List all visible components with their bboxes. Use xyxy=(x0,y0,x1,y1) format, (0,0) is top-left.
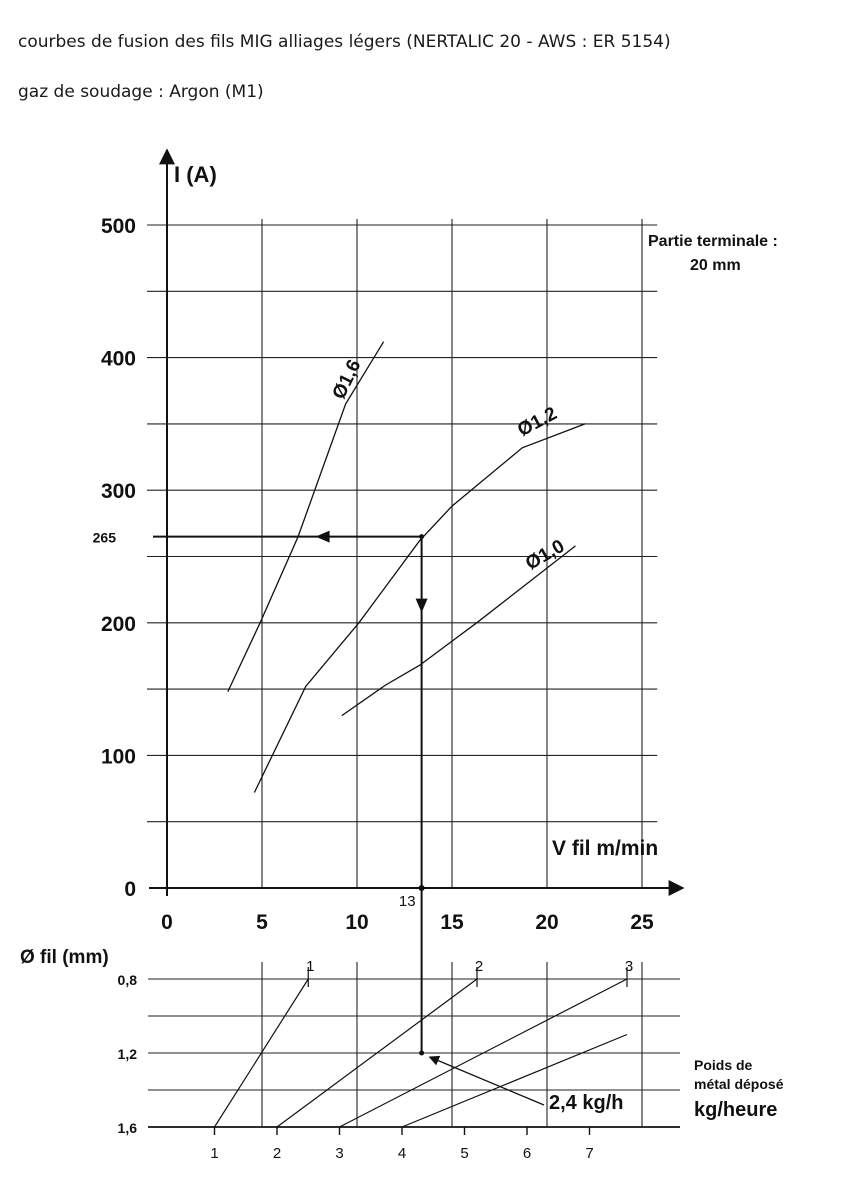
example-speed-label: 13 xyxy=(399,893,416,910)
series-label: 2 xyxy=(475,958,483,975)
x-tick-label: 2 xyxy=(273,1145,281,1162)
x-tick-label: 3 xyxy=(335,1145,343,1162)
x-tick-label: 7 xyxy=(585,1145,593,1162)
y-tick-label: 400 xyxy=(101,348,136,371)
note-text: 20 mm xyxy=(690,257,741,274)
y-tick-label: 1,2 xyxy=(118,1046,138,1062)
example-arrow-down xyxy=(415,598,428,613)
bottom-chart-grid xyxy=(148,962,680,1135)
series-line xyxy=(339,978,628,1128)
y-tick-label: 0 xyxy=(124,878,136,901)
x-tick-label: 25 xyxy=(630,911,654,934)
example-path: 265 13 2,4 kg/h xyxy=(93,530,624,1114)
x-axis-label: métal déposé xyxy=(694,1076,784,1092)
y-tick-label: 300 xyxy=(101,480,136,503)
series-line xyxy=(341,545,576,717)
note-text: Partie terminale : xyxy=(648,233,778,250)
bottom-chart-series xyxy=(213,967,628,1128)
example-pointer xyxy=(428,1055,545,1106)
example-point xyxy=(419,1050,425,1056)
series-label: 3 xyxy=(625,958,633,975)
y-tick-label: 100 xyxy=(101,745,136,768)
x-tick-label: 10 xyxy=(345,911,368,934)
example-arrow-left xyxy=(315,530,330,543)
x-tick-label: 6 xyxy=(523,1145,531,1162)
series-line xyxy=(227,341,385,693)
x-axis-label: kg/heure xyxy=(694,1099,777,1121)
x-tick-label: 20 xyxy=(535,911,558,934)
top-chart-grid xyxy=(147,219,658,888)
x-tick-label: 5 xyxy=(460,1145,468,1162)
y-tick-label: 500 xyxy=(101,215,136,238)
example-current-label: 265 xyxy=(93,530,117,546)
example-point xyxy=(418,885,425,891)
x-axis-label: Poids de xyxy=(694,1057,753,1073)
y-axis-label: I (A) xyxy=(174,162,217,187)
y-tick-label: 200 xyxy=(101,613,136,636)
series-line xyxy=(401,1033,628,1128)
x-tick-label: 4 xyxy=(398,1145,406,1162)
series-label: 1 xyxy=(306,958,314,975)
x-axis-label: V fil m/min xyxy=(552,837,658,860)
y-axis-label: Ø fil (mm) xyxy=(20,947,109,968)
series-line xyxy=(253,423,586,793)
chart-title: courbes de fusion des fils MIG alliages … xyxy=(18,32,671,52)
bottom-chart-text: 1 2 3 4 5 6 7 0,8 1,2 1,6 Ø fil (mm) 1 2 3 Poids de mét… xyxy=(20,947,784,1162)
x-tick-label: 15 xyxy=(440,911,464,934)
x-tick-label: 0 xyxy=(161,911,173,934)
example-point xyxy=(419,534,425,540)
example-rate-label: 2,4 kg/h xyxy=(549,1092,623,1114)
series-line xyxy=(276,978,478,1128)
y-tick-label: 0,8 xyxy=(118,972,138,988)
chart-subtitle: gaz de soudage : Argon (M1) xyxy=(18,82,264,102)
top-chart-text: 0 100 200 300 400 500 0 5 10 15 20 25 I (A) V fil m/m… xyxy=(101,162,778,934)
series-line xyxy=(213,978,309,1128)
y-tick-label: 1,6 xyxy=(118,1120,138,1136)
top-chart-axes xyxy=(149,148,685,896)
x-tick-label: 5 xyxy=(256,911,268,934)
x-tick-label: 1 xyxy=(210,1145,218,1162)
